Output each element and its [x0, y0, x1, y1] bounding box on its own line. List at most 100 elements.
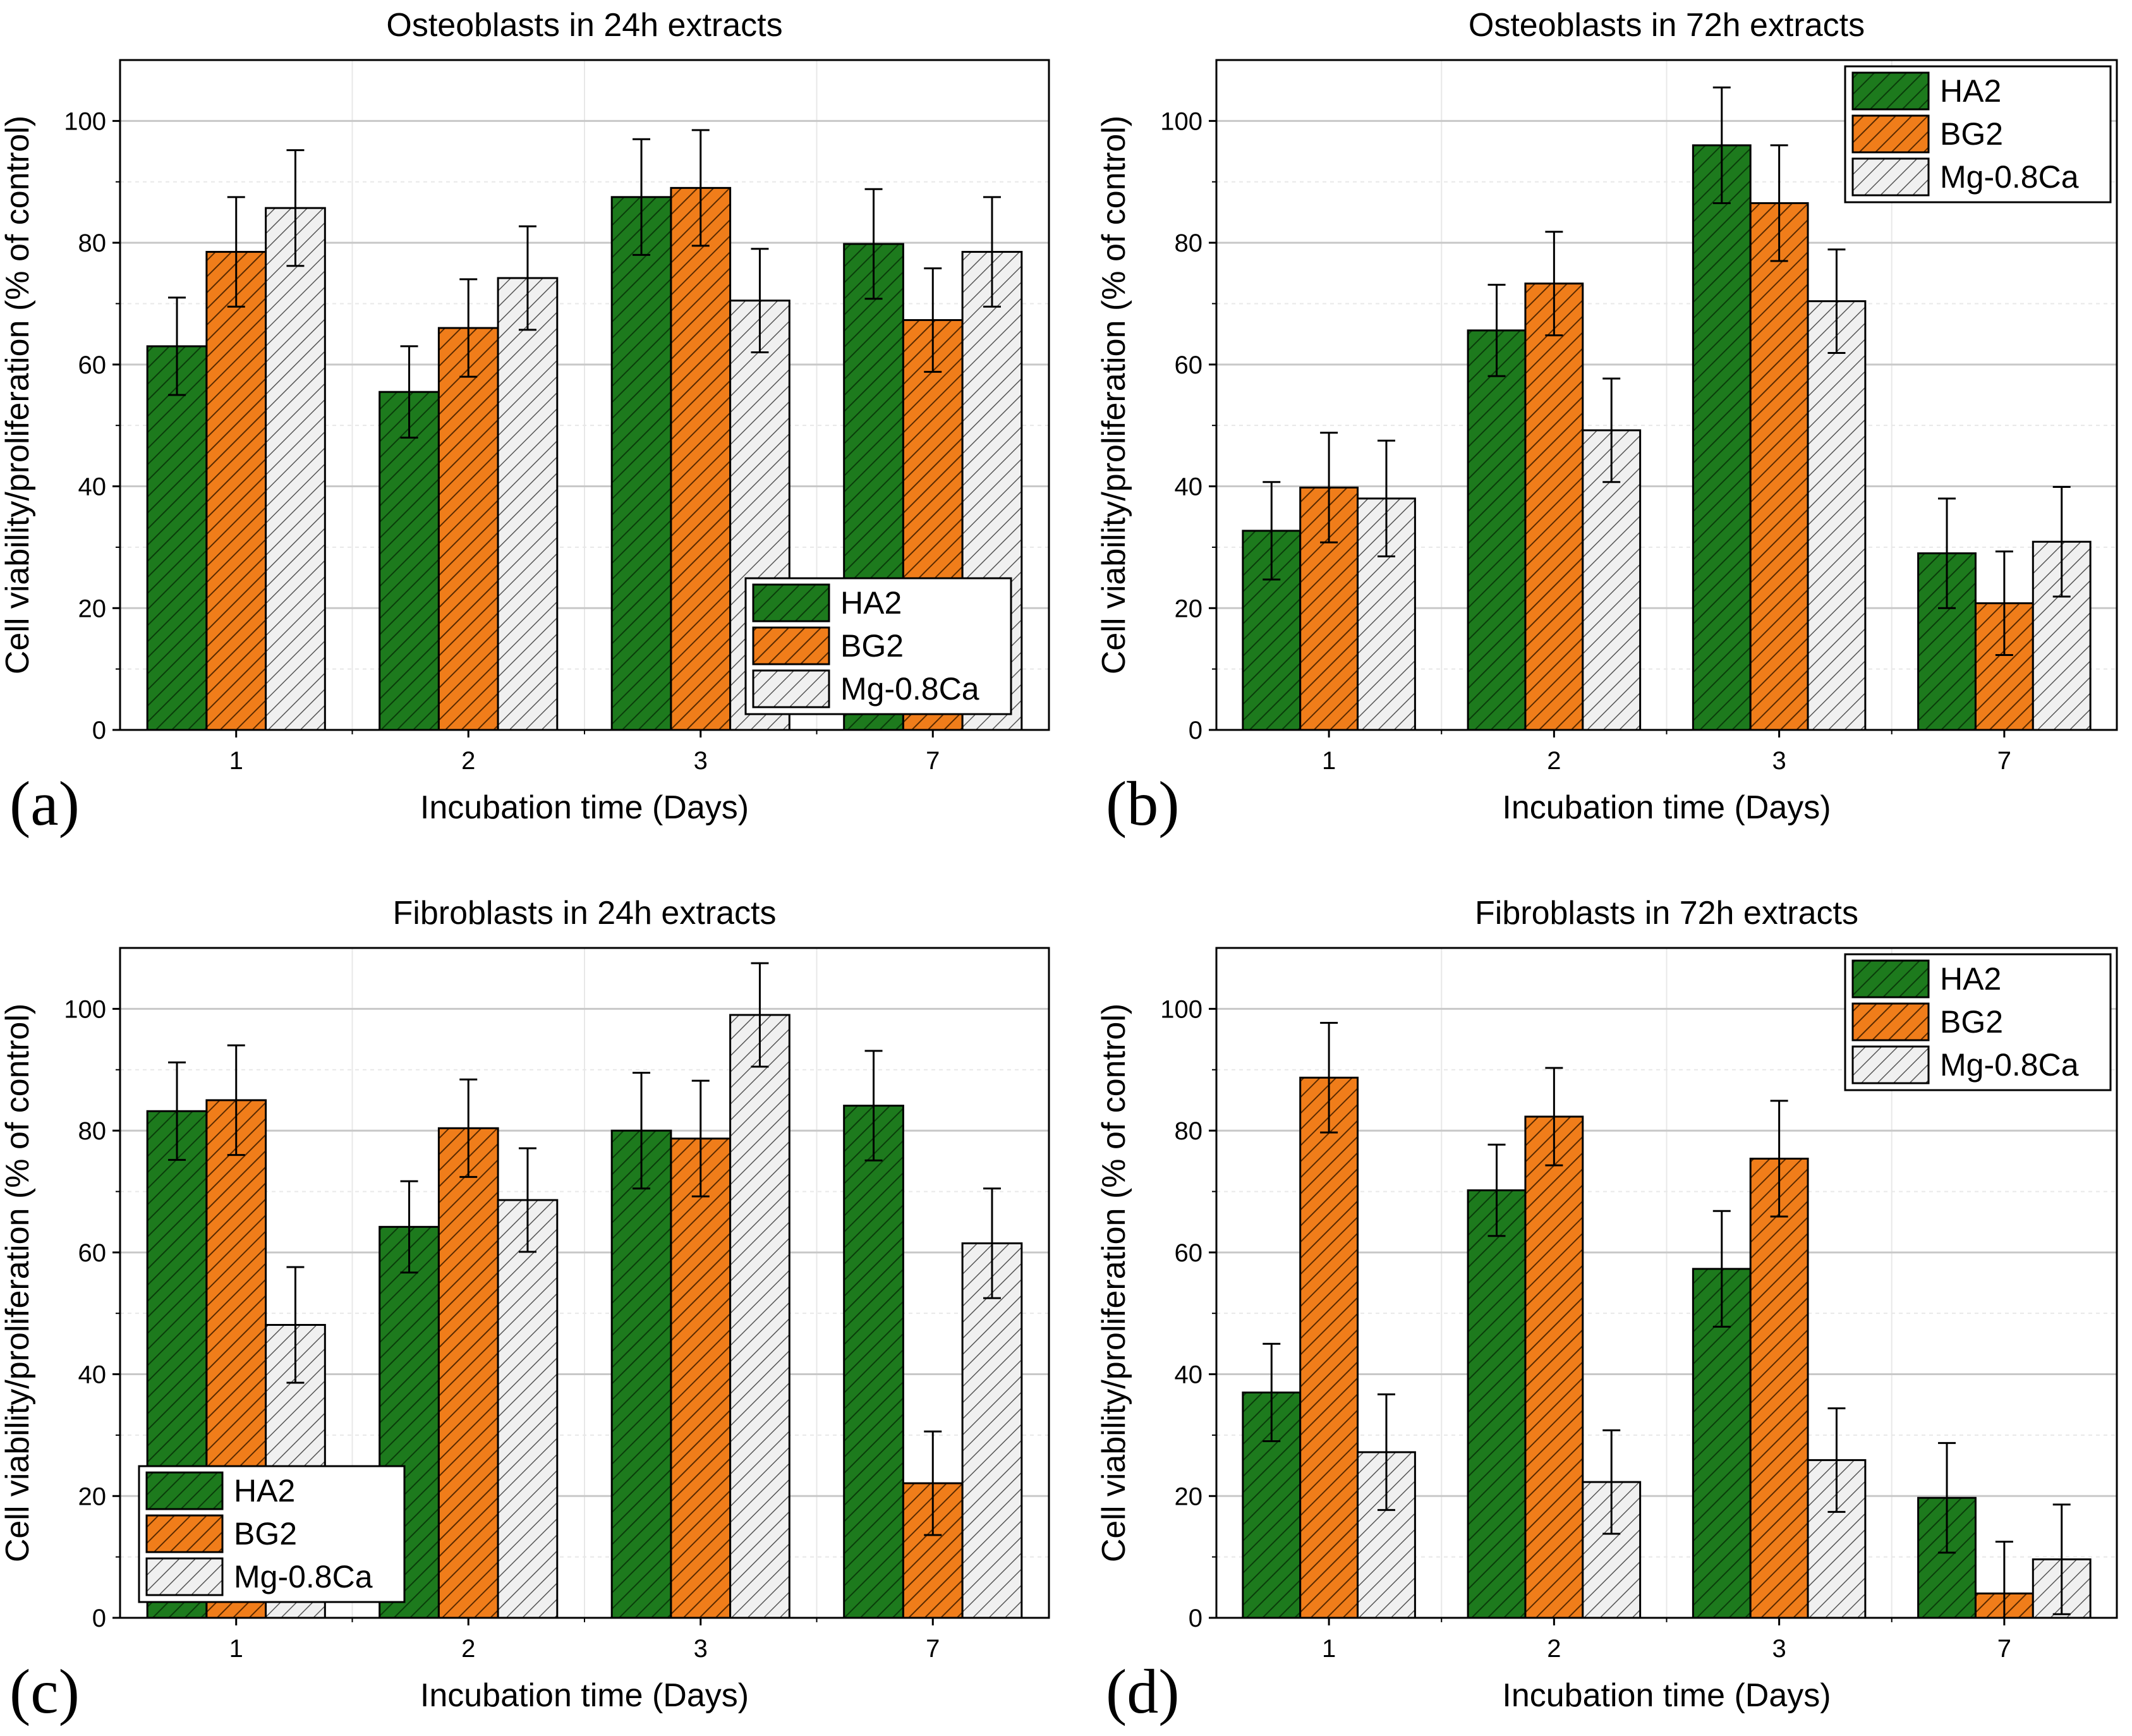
- error-bar: [633, 1072, 651, 1190]
- bar-mg-0-8ca-day-3: [1807, 248, 1867, 731]
- legend-swatch: [752, 583, 830, 622]
- chart-panel-2: 0 20 40 60 80 100 1 2 3 7 Osteoblasts in 72h extra…: [1096, 7, 2118, 839]
- y-tick-label: 0: [92, 1605, 106, 1632]
- error-bar: [459, 1078, 478, 1178]
- bar-hatch: [1749, 202, 1809, 731]
- legend-item-ha2: HA2: [1851, 959, 2001, 999]
- error-bar: [1602, 377, 1621, 483]
- panel-label: (d): [1106, 1656, 1180, 1727]
- x-tick-label: 1: [229, 1635, 243, 1663]
- error-bar: [751, 248, 769, 354]
- error-bar: [983, 196, 1001, 308]
- bar-mg-0-8ca-day-2: [1582, 377, 1642, 731]
- error-bar: [1827, 248, 1846, 355]
- chart-panel-4: 0 20 40 60 80 100 1 2 3 7 Fibroblasts in 72h extra…: [1096, 895, 2118, 1727]
- bar-hatch: [1299, 1076, 1359, 1619]
- error-bar: [864, 188, 883, 300]
- legend-item-mg-0-8ca: Mg-0.8Ca: [1851, 1045, 2079, 1084]
- error-bar: [633, 138, 651, 256]
- legend-item-ha2: HA2: [1851, 71, 2001, 111]
- y-tick-label: 20: [78, 1483, 107, 1510]
- y-axis-label: Cell viability/proliferation (% of contr…: [0, 116, 36, 674]
- y-tick-label: 40: [78, 473, 107, 501]
- legend-swatch: [145, 1557, 224, 1596]
- bar-ha2-day-3: [1692, 1210, 1752, 1619]
- bar-ha2-day-7: [1917, 1442, 1977, 1619]
- x-tick-label: 3: [694, 1635, 708, 1663]
- bar-bg2-day-3: [1749, 144, 1809, 731]
- legend-label: Mg-0.8Ca: [1940, 159, 2079, 195]
- legend-label: Mg-0.8Ca: [840, 671, 979, 707]
- y-tick-label: 40: [1175, 473, 1203, 501]
- legend-swatch: [145, 1514, 224, 1553]
- y-tick-label: 100: [1160, 995, 1202, 1023]
- error-bar: [286, 1266, 305, 1384]
- legend-swatch: [1851, 114, 1930, 154]
- error-bar: [227, 196, 245, 308]
- bar-hatch: [265, 207, 326, 731]
- bar-bg2-day-7: [1974, 1541, 2034, 1619]
- x-axis-label: Incubation time (Days): [420, 1677, 749, 1714]
- error-bar: [691, 129, 710, 247]
- bar-hatch: [961, 1242, 1023, 1619]
- y-tick-label: 100: [1160, 107, 1202, 135]
- legend-swatch: [1851, 959, 1930, 999]
- legend-label: BG2: [1940, 1004, 2003, 1040]
- legend-item-ha2: HA2: [145, 1471, 295, 1510]
- y-tick-label: 80: [78, 1117, 107, 1145]
- bar-ha2-day-3: [1692, 86, 1752, 731]
- error-bar: [1320, 1022, 1338, 1134]
- x-tick-label: 3: [1772, 1635, 1786, 1663]
- error-bar: [1938, 1442, 1956, 1554]
- x-tick-label: 7: [1997, 1635, 2011, 1663]
- error-bar: [1602, 1429, 1621, 1535]
- error-bar: [1263, 1342, 1281, 1443]
- bar-hatch: [1692, 144, 1752, 731]
- bar-ha2-day-1: [1242, 481, 1302, 731]
- bar-mg-0-8ca-day-1: [265, 149, 326, 731]
- x-tick-label: 1: [1322, 1635, 1336, 1663]
- bar-bg2-day-2: [437, 1078, 499, 1619]
- bar-hatch: [670, 186, 732, 731]
- y-axis-label: Cell viability/proliferation (% of contr…: [0, 1004, 36, 1562]
- error-bar: [400, 345, 418, 439]
- legend-swatch: [752, 669, 830, 708]
- bar-ha2-day-2: [379, 345, 440, 731]
- bar-bg2-day-2: [1524, 231, 1584, 731]
- bar-hatch: [729, 1014, 790, 1619]
- y-tick-label: 80: [1175, 229, 1203, 257]
- error-bar: [1263, 481, 1281, 581]
- x-tick-label: 2: [1547, 1635, 1561, 1663]
- y-tick-label: 0: [92, 717, 106, 744]
- legend-item-mg-0-8ca: Mg-0.8Ca: [752, 669, 979, 708]
- y-tick-label: 0: [1189, 717, 1202, 744]
- error-bar: [459, 278, 478, 378]
- panel-label: (c): [9, 1656, 80, 1727]
- legend-item-mg-0-8ca: Mg-0.8Ca: [1851, 157, 2079, 197]
- bar-hatch: [1524, 1115, 1584, 1619]
- error-bar: [1770, 144, 1788, 262]
- bar-hatch: [843, 1105, 904, 1619]
- y-tick-label: 60: [1175, 1239, 1203, 1267]
- bar-hatch: [379, 391, 440, 731]
- error-bar: [518, 1147, 536, 1253]
- chart-title: Fibroblasts in 72h extracts: [1475, 895, 1858, 932]
- bar-ha2-day-2: [1467, 1143, 1527, 1619]
- chart-title: Osteoblasts in 24h extracts: [386, 7, 782, 44]
- error-bar: [227, 1044, 245, 1156]
- bar-mg-0-8ca-day-2: [497, 225, 559, 731]
- legend-swatch: [1851, 1002, 1930, 1041]
- bar-bg2-day-1: [205, 196, 267, 731]
- error-bar: [1712, 86, 1731, 204]
- bar-hatch: [610, 1129, 672, 1619]
- legend: HA2 BG2 Mg-0.8Ca: [138, 1465, 406, 1603]
- legend-item-bg2: BG2: [752, 626, 904, 665]
- bar-hatch: [205, 251, 267, 731]
- bar-mg-0-8ca-day-2: [497, 1147, 559, 1619]
- x-tick-label: 2: [461, 747, 475, 775]
- legend-item-bg2: BG2: [1851, 114, 2003, 154]
- bar-ha2-day-7: [843, 1050, 904, 1619]
- bar-hatch: [437, 1127, 499, 1619]
- legend: HA2 BG2 Mg-0.8Ca: [744, 577, 1012, 715]
- bar-hatch: [146, 345, 208, 731]
